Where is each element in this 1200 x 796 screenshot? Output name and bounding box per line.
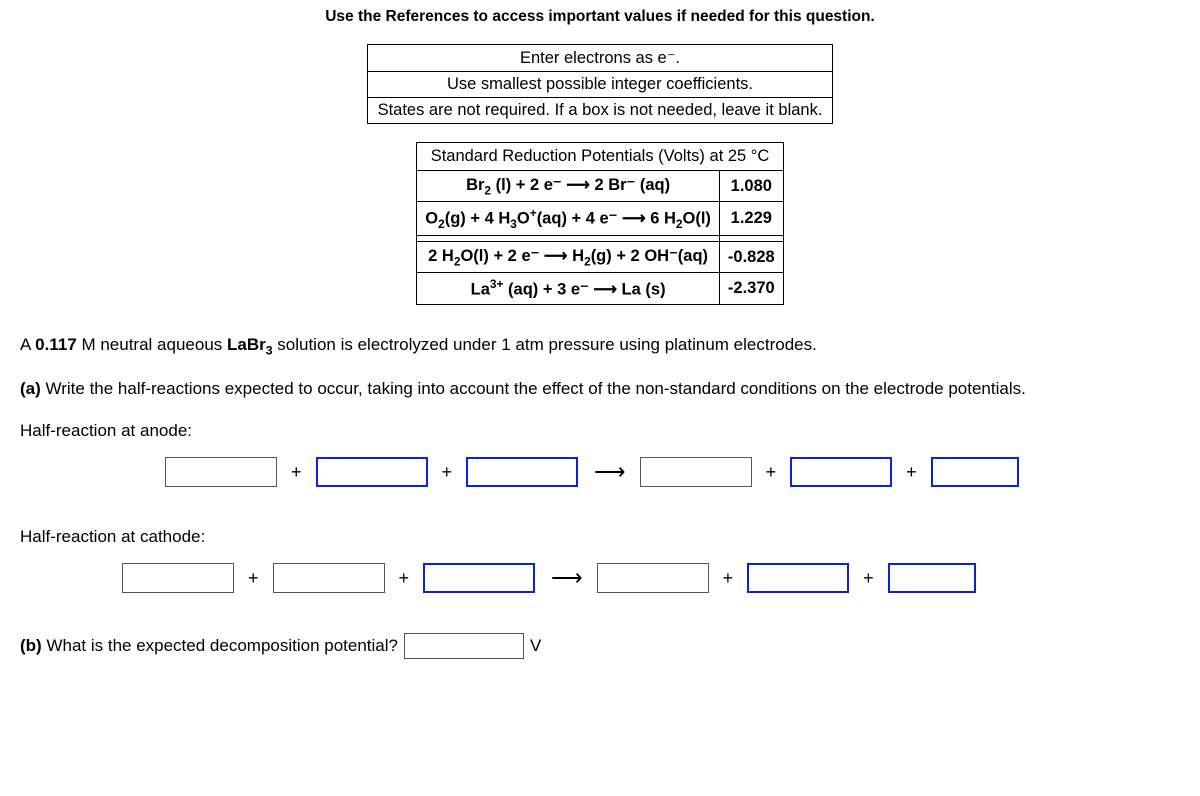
cathode-input-4[interactable] [597, 563, 709, 593]
arrow-icon: ⟶ [545, 565, 587, 591]
cathode-input-5[interactable] [747, 563, 849, 593]
part-a-prompt: (a) Write the half-reactions expected to… [20, 379, 1180, 399]
instruction-line: Use smallest possible integer coefficien… [367, 72, 833, 98]
anode-reaction-row: + + ⟶ + + [165, 457, 1180, 487]
cathode-label: Half-reaction at cathode: [20, 527, 1180, 547]
plus-icon: + [438, 462, 457, 483]
srp-reaction: Br2 (l) + 2 e⁻ ⟶ 2 Br⁻ (aq) [417, 171, 720, 202]
arrow-icon: ⟶ [588, 459, 630, 485]
anode-input-4[interactable] [640, 457, 752, 487]
srp-table: Standard Reduction Potentials (Volts) at… [416, 142, 783, 305]
plus-icon: + [395, 568, 414, 589]
anode-input-6[interactable] [931, 457, 1019, 487]
srp-value: -2.370 [719, 273, 783, 305]
srp-reaction: La3+ (aq) + 3 e⁻ ⟶ La (s) [417, 273, 720, 305]
decomposition-potential-input[interactable] [404, 633, 524, 659]
plus-icon: + [719, 568, 738, 589]
anode-input-1[interactable] [165, 457, 277, 487]
instructions-table: Enter electrons as e⁻. Use smallest poss… [367, 44, 834, 124]
srp-reaction: O2(g) + 4 H3O+(aq) + 4 e⁻ ⟶ 6 H2O(l) [417, 202, 720, 236]
problem-intro: A 0.117 M neutral aqueous LaBr3 solution… [20, 335, 1180, 357]
instruction-line: Enter electrons as e⁻. [367, 45, 833, 72]
srp-value: -0.828 [719, 242, 783, 273]
cathode-reaction-row: + + ⟶ + + [122, 563, 1180, 593]
cathode-input-2[interactable] [273, 563, 385, 593]
plus-icon: + [902, 462, 921, 483]
anode-input-5[interactable] [790, 457, 892, 487]
part-b-line: (b) What is the expected decomposition p… [20, 633, 1180, 659]
instruction-line: States are not required. If a box is not… [367, 98, 833, 124]
srp-value: 1.229 [719, 202, 783, 236]
anode-input-3[interactable] [466, 457, 578, 487]
plus-icon: + [244, 568, 263, 589]
srp-title: Standard Reduction Potentials (Volts) at… [417, 143, 783, 171]
cathode-input-6[interactable] [888, 563, 976, 593]
volt-unit: V [530, 636, 541, 656]
anode-input-2[interactable] [316, 457, 428, 487]
plus-icon: + [287, 462, 306, 483]
cathode-input-1[interactable] [122, 563, 234, 593]
anode-label: Half-reaction at anode: [20, 421, 1180, 441]
srp-reaction: 2 H2O(l) + 2 e⁻ ⟶ H2(g) + 2 OH⁻(aq) [417, 242, 720, 273]
plus-icon: + [762, 462, 781, 483]
srp-value: 1.080 [719, 171, 783, 202]
reference-note: Use the References to access important v… [20, 8, 1180, 26]
cathode-input-3[interactable] [423, 563, 535, 593]
plus-icon: + [859, 568, 878, 589]
